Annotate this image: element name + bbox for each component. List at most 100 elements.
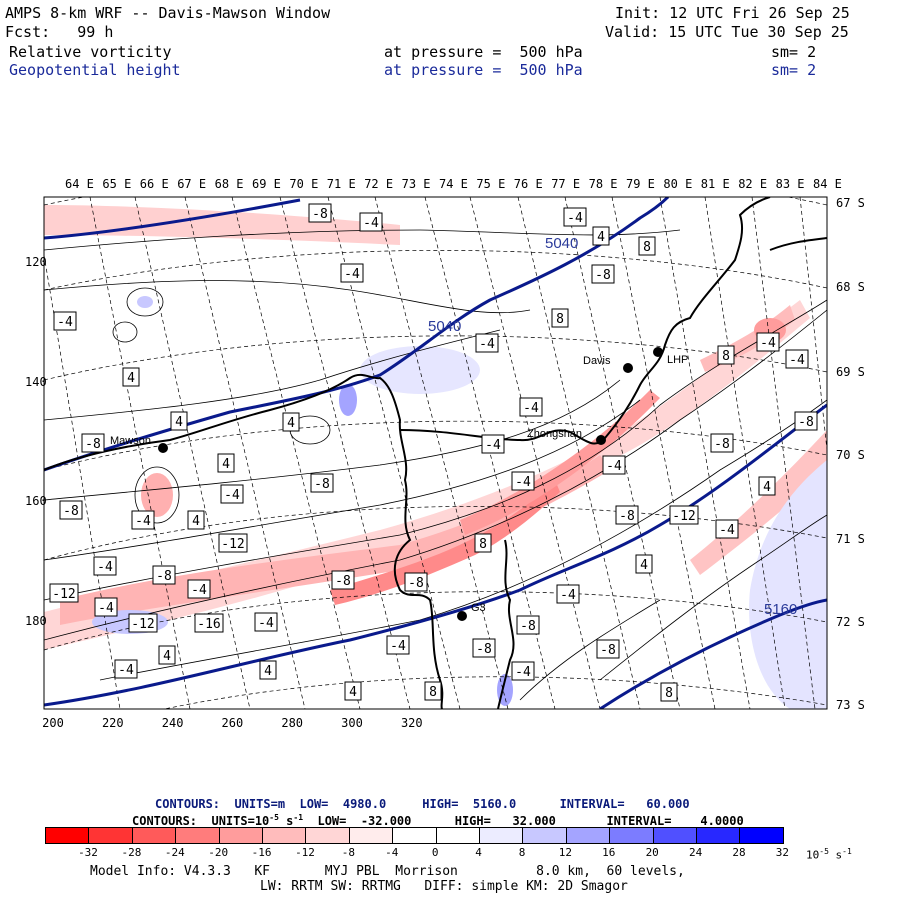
bottom-grid-label: 200	[42, 716, 64, 730]
parallel	[44, 591, 827, 651]
height-labels: 5040 5040 5160	[428, 235, 797, 618]
vorticity-label: -8	[472, 638, 496, 658]
vorticity-label: -8	[591, 264, 615, 284]
vorticity-contour	[99, 399, 827, 681]
meridian	[751, 197, 816, 709]
vorticity-region-blue-1	[749, 460, 827, 709]
vorticity-label-box	[551, 308, 569, 328]
vorticity-contour-info-c: LOW= -32.000 HIGH= 32.000 INTERVAL= 4.00…	[303, 814, 744, 828]
colorbar-swatch	[522, 827, 567, 844]
right-latitude-label: 68 S	[836, 280, 865, 294]
colorbar-label: -20	[208, 846, 229, 859]
vorticity-label-box	[93, 556, 117, 576]
vorticity-label: 8	[717, 345, 735, 365]
vorticity-label: -12	[49, 583, 79, 603]
vorticity-contour-info: CONTOURS: UNITS=10-5 s-1 LOW= -32.000 HI…	[132, 811, 744, 828]
vorticity-label-text: 4	[264, 664, 272, 679]
top-longitude-label: 77 E	[551, 177, 580, 191]
colorbar-units-exp2: -1	[842, 847, 852, 856]
vorticity-label-text: -4	[515, 475, 531, 490]
colorbar-label: 20	[645, 846, 659, 859]
vorticity-label-box	[308, 203, 332, 223]
vorticity-label-box	[635, 554, 653, 574]
vorticity-label-box	[254, 612, 278, 632]
vorticity-spot-red-1	[141, 473, 173, 517]
top-longitude-label: 70 E	[289, 177, 318, 191]
vorticity-contour	[519, 599, 661, 701]
colorbar-swatch	[435, 827, 480, 844]
top-longitude-label: 83 E	[776, 177, 805, 191]
colorbar-label: -24	[164, 846, 185, 859]
vorticity-label-text: -4	[560, 588, 576, 603]
vorticity-label-box	[404, 572, 428, 592]
top-longitude-label: 76 E	[514, 177, 543, 191]
vorticity-label-text: -4	[760, 336, 776, 351]
colorbar-swatch	[696, 827, 741, 844]
vorticity-label-text: 8	[429, 685, 437, 700]
parallel	[44, 250, 827, 291]
station-zhongshan-marker	[596, 435, 606, 445]
parallel	[44, 335, 827, 381]
right-latitude-label: 72 S	[836, 615, 865, 629]
map-title: AMPS 8-km WRF -- Davis-Mawson Window	[5, 4, 331, 22]
vorticity-label-box	[194, 613, 224, 633]
vorticity-label-text: 8	[643, 240, 651, 255]
vorticity-label-box	[187, 579, 211, 599]
vorticity-label: -4	[511, 661, 535, 681]
vorticity-label-box	[475, 333, 499, 353]
colorbar-swatch	[262, 827, 307, 844]
vorticity-label-box	[563, 207, 587, 227]
top-longitude-label: 68 E	[215, 177, 244, 191]
vorticity-label: -8	[310, 473, 334, 493]
vorticity-label-box	[794, 411, 818, 431]
vorticity-label: -4	[756, 332, 780, 352]
vorticity-label-text: -4	[390, 639, 406, 654]
vorticity-label-box	[218, 533, 248, 553]
vorticity-label-text: -8	[63, 504, 79, 519]
vorticity-label-box	[49, 583, 79, 603]
top-longitude-label: 66 E	[140, 177, 169, 191]
coastline-segment	[399, 197, 771, 445]
vorticity-label-text: 8	[556, 312, 564, 327]
vorticity-label-box	[669, 505, 699, 525]
vorticity-label-text: -4	[567, 211, 583, 226]
top-longitude-label: 73 E	[402, 177, 431, 191]
vorticity-contour	[44, 309, 827, 641]
vorticity-label: -4	[93, 556, 117, 576]
vorticity-label: 8	[638, 236, 656, 256]
vorticity-band-red-6	[690, 430, 827, 575]
vorticity-label-text: -4	[363, 216, 379, 231]
vorticity-label: 4	[282, 412, 300, 432]
station-g3-label: G3	[471, 602, 486, 614]
vorticity-label-box	[128, 613, 158, 633]
map-frame	[43, 196, 828, 710]
vorticity-label-box	[94, 597, 118, 617]
vorticity-label: 4	[758, 476, 776, 496]
colorbar-units: 10-5 s-1	[806, 843, 852, 865]
vorticity-label: -4	[386, 635, 410, 655]
vorticity-label-box	[340, 263, 364, 283]
colorbar-label: 8	[518, 846, 526, 859]
colorbar-label: -8	[341, 846, 356, 859]
vorticity-label-text: 4	[127, 371, 135, 386]
parallel	[44, 420, 827, 471]
vorticity-label: -4	[563, 207, 587, 227]
parallel	[163, 676, 827, 709]
vorticity-label-box	[424, 681, 442, 701]
vorticity-label: -12	[128, 613, 158, 633]
vorticity-label-box	[217, 453, 235, 473]
vorticity-label-text: 4	[640, 558, 648, 573]
right-latitude-label: 71 S	[836, 532, 865, 546]
field1-name: Relative vorticity	[9, 43, 172, 61]
station-mawson-marker	[158, 443, 168, 453]
vorticity-label-box	[187, 510, 205, 530]
vorticity-label: 8	[424, 681, 442, 701]
vorticity-label-text: 4	[597, 230, 605, 245]
left-grid-label: 180	[25, 614, 47, 628]
bottom-grid-label: 240	[162, 716, 184, 730]
coastline-segment	[497, 539, 515, 709]
vorticity-label: 4	[187, 510, 205, 530]
field1-smooth: sm= 2	[771, 43, 817, 61]
field1-level: at pressure = 500 hPa	[384, 43, 583, 61]
